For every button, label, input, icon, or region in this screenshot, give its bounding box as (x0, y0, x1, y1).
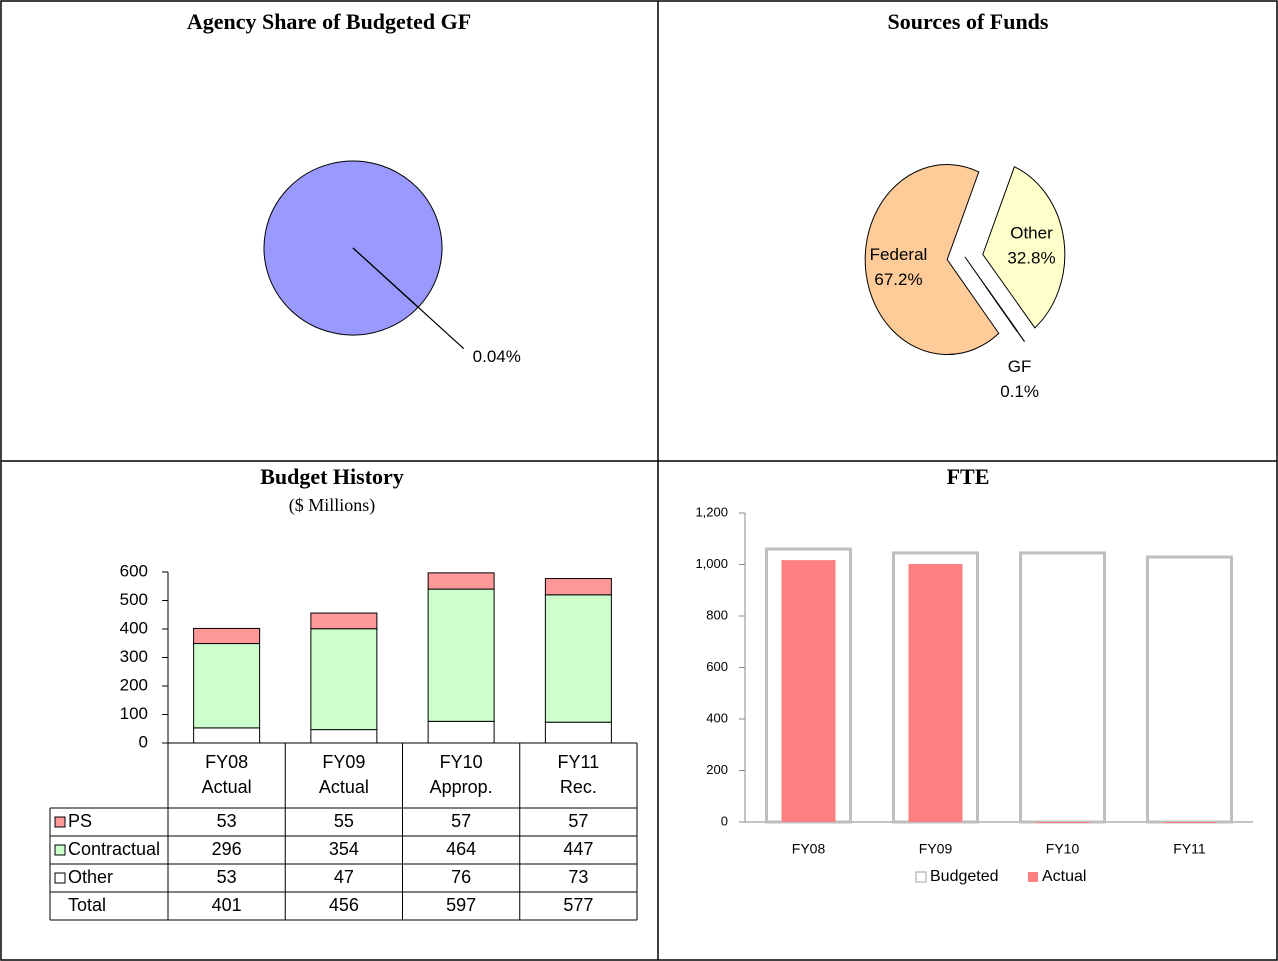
y-tick-label: 800 (706, 607, 728, 622)
x-tick-label: FY09 (919, 841, 953, 857)
bar-segment (193, 627, 261, 645)
bar-segment (544, 721, 612, 744)
y-tick-label: 600 (706, 659, 728, 674)
bar (1035, 822, 1090, 823)
legend-key (54, 872, 66, 884)
y-tick-label: 400 (706, 710, 728, 725)
category-label: FY08 Actual (202, 752, 252, 797)
slice-value: 67.2% (874, 270, 922, 289)
row-label: Total (68, 895, 106, 915)
table-value: 57 (451, 811, 471, 831)
bar (908, 563, 963, 822)
y-tick-label: 500 (120, 590, 148, 609)
slice-value: 0.04% (473, 347, 521, 366)
legend-key (1028, 872, 1038, 882)
chart-subtitle: ($ Millions) (289, 495, 376, 516)
table-value: 464 (446, 839, 476, 859)
row-label: Other (68, 867, 113, 887)
bar (1162, 822, 1217, 823)
table-value: 73 (568, 867, 588, 887)
table-value: 401 (212, 895, 242, 915)
chart-title: FTE (947, 464, 990, 489)
y-tick-label: 1,200 (695, 504, 728, 519)
legend-label: Actual (1042, 868, 1086, 885)
bar-segment (310, 628, 378, 731)
slice-label: Federal (870, 245, 928, 264)
table-value: 456 (329, 895, 359, 915)
table-value: 447 (563, 839, 593, 859)
bar-segment (427, 572, 495, 590)
table-value: 53 (217, 867, 237, 887)
leader-line (985, 286, 1026, 343)
table-value: 76 (451, 867, 471, 887)
slice-label: GF (1008, 357, 1032, 376)
bar-segment (193, 643, 261, 729)
table-value: 55 (334, 811, 354, 831)
slice-value: 0.1% (1000, 382, 1039, 401)
x-tick-label: FY11 (1173, 841, 1206, 857)
table-value: 597 (446, 895, 476, 915)
pie-slice (864, 164, 1000, 356)
bar-segment (427, 588, 495, 722)
bar-segment (544, 578, 612, 596)
x-tick-label: FY10 (1046, 841, 1080, 857)
x-tick-label: FY08 (792, 841, 826, 857)
legend-label: Budgeted (930, 868, 999, 885)
table-value: 296 (212, 839, 242, 859)
y-tick-label: 0 (721, 813, 728, 828)
bar-segment (544, 594, 612, 723)
bar-segment (310, 729, 378, 744)
slice-label: Other (1010, 224, 1053, 243)
bar (1146, 555, 1233, 824)
y-tick-label: 200 (120, 675, 148, 694)
chart-title: Agency Share of Budgeted GF (187, 9, 471, 34)
table-value: 53 (217, 811, 237, 831)
table-value: 354 (329, 839, 359, 859)
slice-value: 32.8% (1007, 249, 1055, 268)
row-label: PS (68, 811, 92, 831)
legend-key (54, 844, 66, 856)
y-tick-label: 0 (139, 732, 148, 751)
table-value: 57 (568, 811, 588, 831)
bar-segment (427, 720, 495, 744)
chart-title: Budget History (260, 464, 404, 489)
leader-line (352, 247, 465, 350)
pie-slice (982, 166, 1066, 329)
table-value: 577 (563, 895, 593, 915)
row-label: Contractual (68, 839, 160, 859)
table-value: 47 (334, 867, 354, 887)
bar-segment (193, 727, 261, 744)
y-tick-label: 1,000 (695, 556, 728, 571)
y-tick-label: 600 (120, 561, 148, 580)
legend-key (915, 871, 927, 883)
category-label: FY10 Approp. (430, 752, 493, 797)
category-label: FY11 Rec. (558, 752, 600, 797)
bar (1019, 551, 1106, 824)
legend-key (54, 816, 66, 828)
y-tick-label: 400 (120, 618, 148, 637)
bar-segment (310, 612, 378, 630)
y-tick-label: 100 (120, 704, 148, 723)
y-tick-label: 200 (706, 762, 728, 777)
chart-title: Sources of Funds (888, 9, 1049, 34)
y-tick-label: 300 (120, 647, 148, 666)
category-label: FY09 Actual (319, 752, 369, 797)
bar (781, 560, 836, 822)
